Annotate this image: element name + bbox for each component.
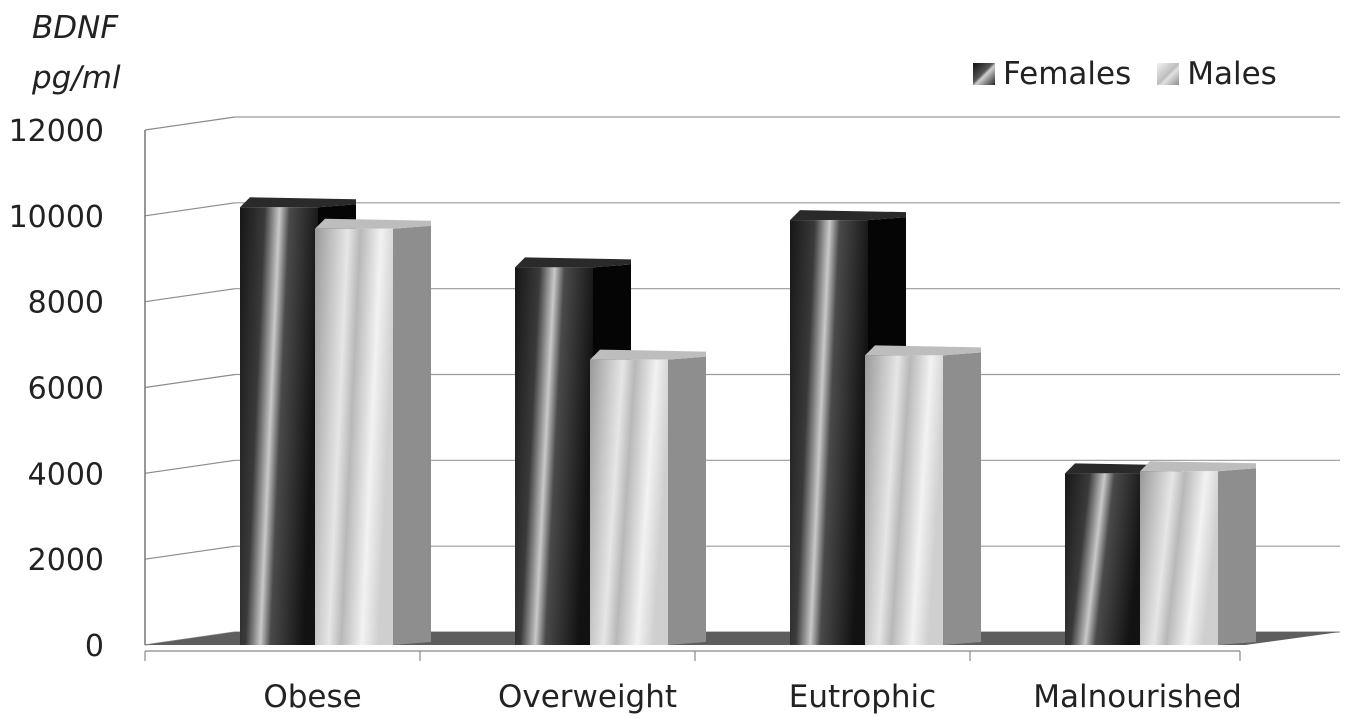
bar-top — [865, 345, 981, 356]
x-tick-label-obese: Obese — [263, 679, 361, 715]
chart-floor — [145, 632, 1340, 645]
legend-swatch-males — [1157, 63, 1180, 85]
bar-top — [515, 257, 631, 268]
floor-layer — [145, 632, 1340, 652]
y-axis-title-line1: BDNF — [32, 10, 119, 46]
bar-front — [590, 359, 668, 645]
y-axis-title-line2: pg/ml — [32, 60, 121, 96]
bar-front — [515, 267, 593, 645]
legend-label-males: Males — [1187, 56, 1277, 92]
y-tick-label: 6000 — [28, 372, 104, 407]
y-tick-label: 0 — [85, 629, 104, 664]
bar-front — [865, 355, 943, 645]
y-tick-label: 2000 — [28, 543, 104, 578]
legend-label-females: Females — [1003, 56, 1132, 92]
gridline-side-8000 — [144, 288, 236, 303]
bar-front — [315, 228, 393, 646]
gridline-side-12000 — [144, 116, 236, 131]
bar-males-eutrophic — [865, 345, 981, 645]
bar-front — [1140, 471, 1218, 645]
y-tick-label: 12000 — [9, 114, 104, 149]
legend-item-males: Males — [1157, 56, 1277, 92]
bar-top — [590, 349, 706, 360]
bar-males-obese — [315, 218, 431, 646]
x-tick-label-eutrophic: Eutrophic — [789, 679, 936, 715]
bar-side — [943, 352, 981, 645]
bar-side — [668, 356, 706, 645]
gridline-side-10000 — [144, 202, 236, 217]
bar-front — [240, 207, 318, 645]
bar-side — [393, 225, 431, 646]
bars-layer — [240, 197, 1256, 646]
bar-side — [1218, 468, 1256, 645]
legend-swatch-females — [973, 63, 995, 85]
x-tick-label-overweight: Overweight — [498, 679, 677, 715]
bar-males-overweight — [590, 349, 706, 645]
gridline-side-2000 — [144, 545, 236, 560]
legend: Females Males — [973, 56, 1303, 92]
bar-males-malnourished — [1140, 461, 1256, 645]
bar-top — [315, 218, 431, 229]
gridline-side-4000 — [144, 459, 236, 474]
bar-top — [1140, 461, 1256, 472]
legend-item-females: Females — [973, 56, 1131, 92]
axis-layer: 0 2000 4000 6000 8000 10000 12000 Obese Overweig… — [9, 114, 1242, 715]
gridline-side-6000 — [144, 373, 236, 389]
bar-top — [790, 210, 906, 221]
bar-top — [240, 197, 356, 208]
y-tick-label: 10000 — [9, 200, 104, 235]
y-tick-label: 8000 — [28, 286, 104, 321]
bar-front — [1065, 473, 1143, 645]
bar-front — [790, 220, 868, 645]
y-tick-label: 4000 — [28, 457, 104, 492]
x-tick-label-malnourished: Malnourished — [1033, 679, 1242, 715]
